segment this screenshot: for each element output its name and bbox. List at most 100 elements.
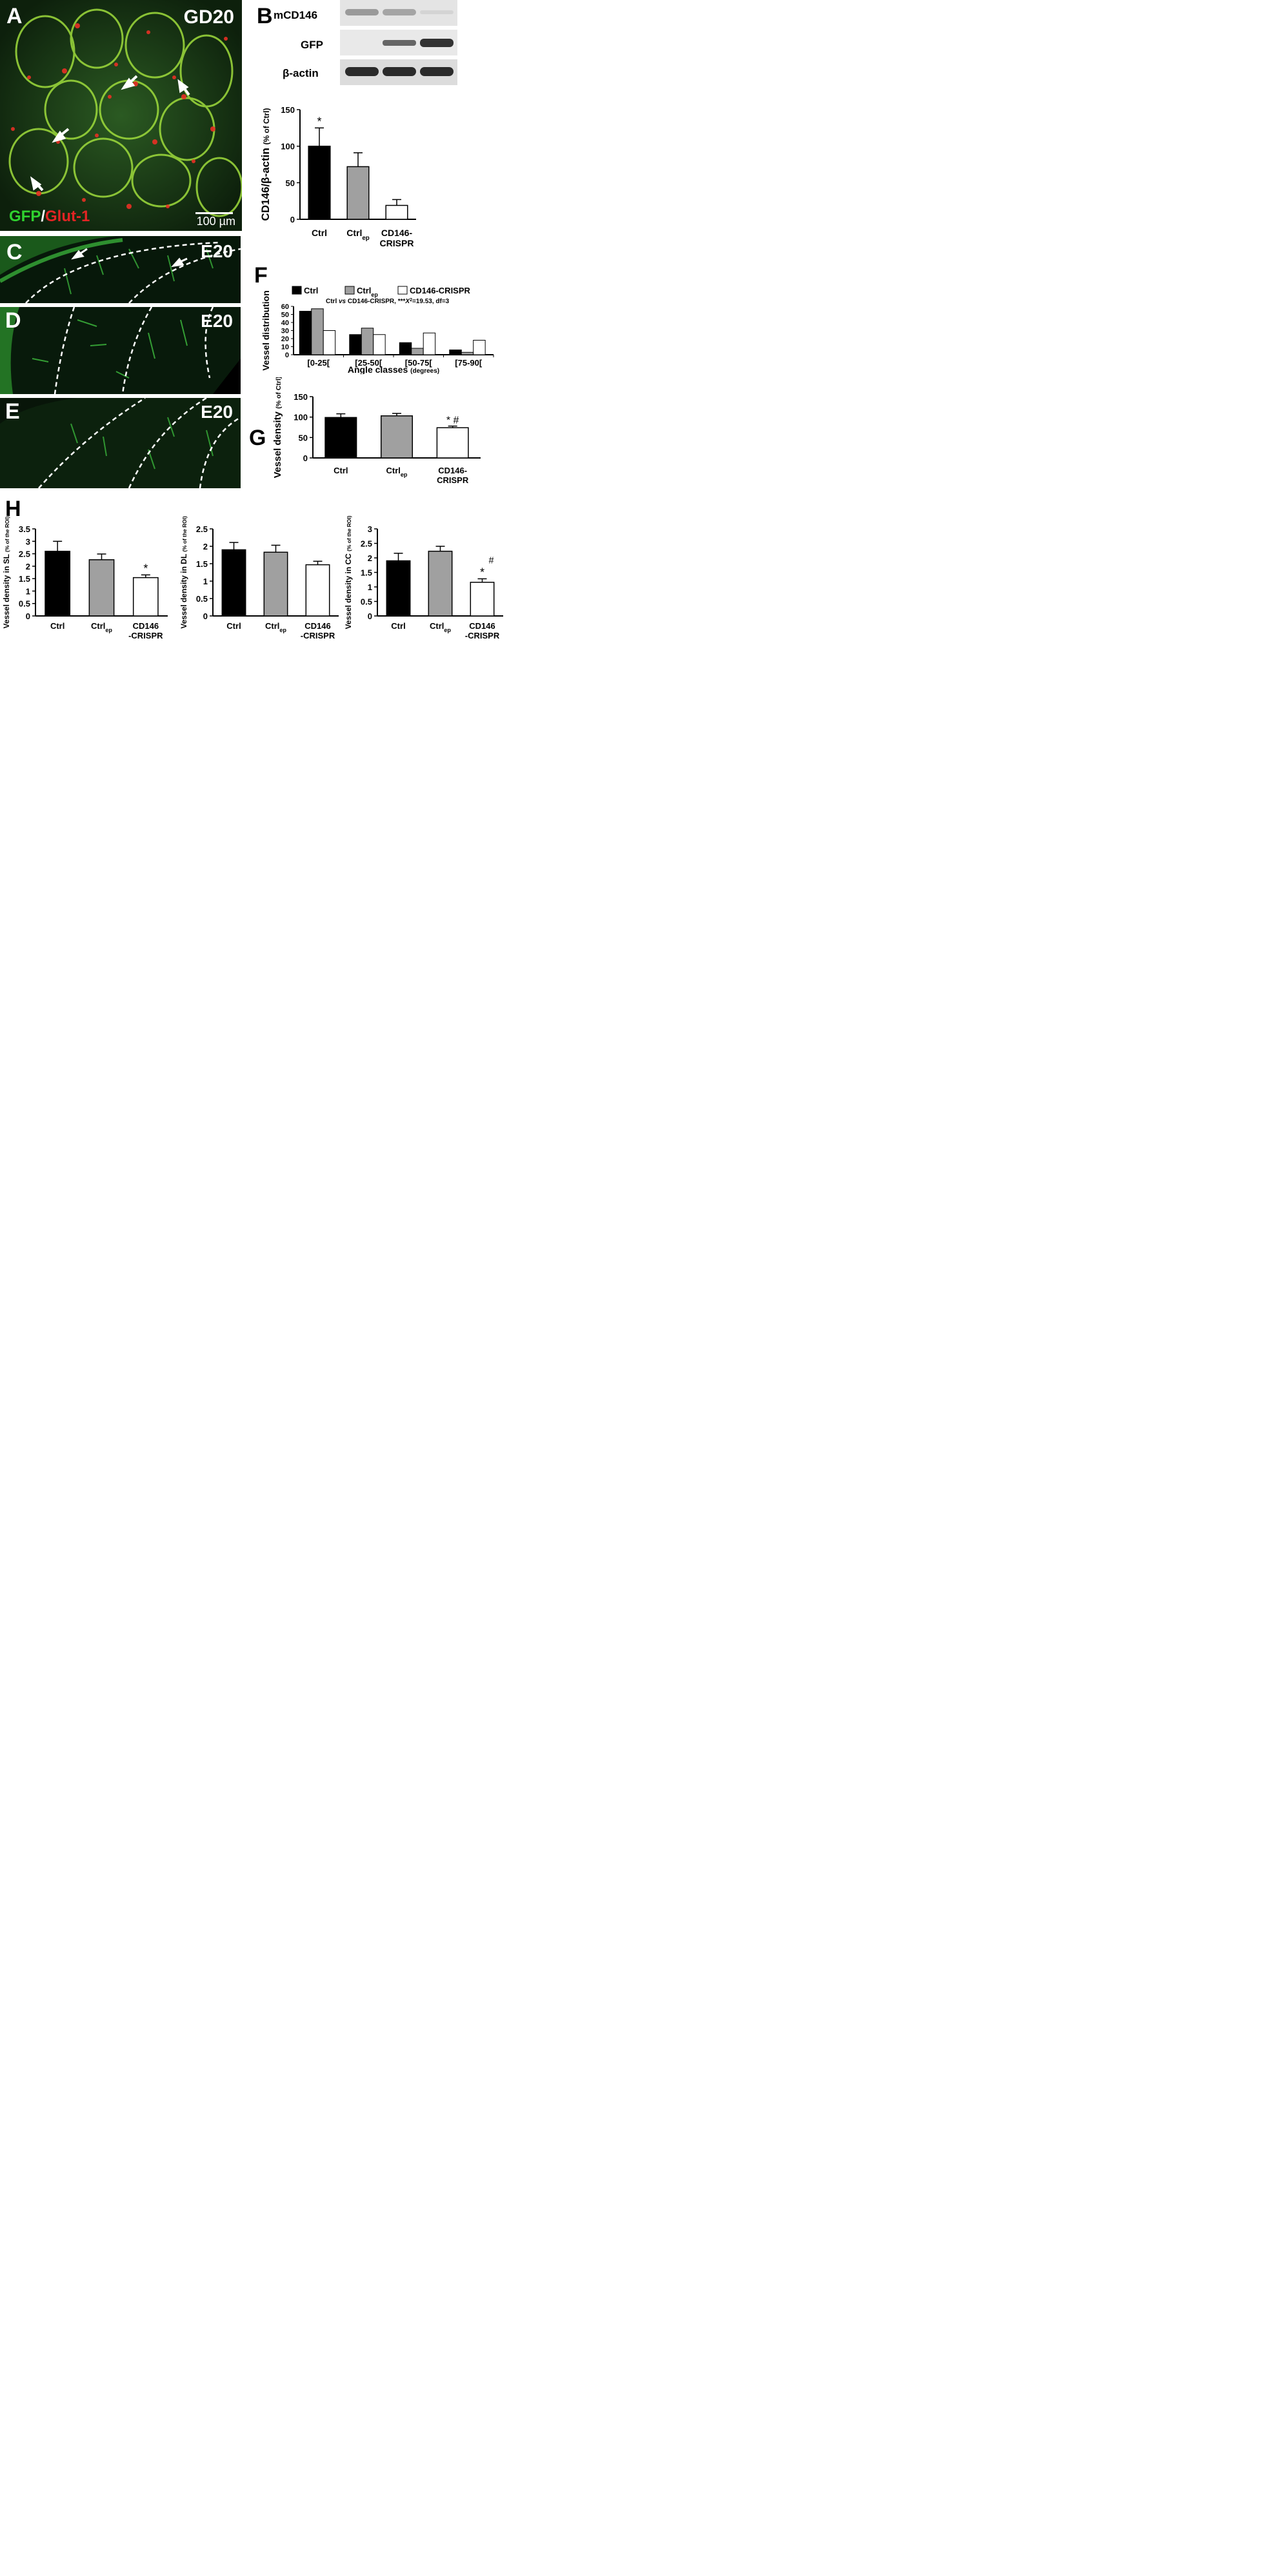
panel-c-micrograph (0, 236, 241, 303)
bar-3-2 (473, 340, 486, 355)
category-label-0: Ctrl (391, 621, 405, 631)
band-mcd146-1 (345, 9, 379, 15)
y-tick-label: 20 (281, 335, 289, 343)
chart-h3: 0 0.5 1 1.5 2 2.5 3 Ctrl Ctrlep * # CD146 -CRISPR Ves… (342, 516, 510, 645)
panel-g-letter: G (249, 426, 266, 450)
bar-0 (386, 560, 411, 617)
y-tick-label: 40 (281, 319, 289, 327)
legend-swatch-ctrl-ep (344, 286, 355, 295)
y-axis-label: Vessel density in DL (% of the ROI) (179, 516, 188, 629)
x-tick-label: [0-25[ (307, 358, 330, 368)
category-label-2: CD146- (381, 228, 413, 238)
panel-d-letter: D (5, 308, 21, 333)
bar-2 (385, 204, 408, 220)
category-label-0: Ctrl (226, 621, 241, 631)
category-label-1: Ctrlep (430, 621, 451, 633)
panel-a-scalebar (195, 212, 233, 214)
y-tick-label: 50 (286, 178, 295, 188)
chart-g: 0 50 100 150 Ctrl Ctrlep * # CD146- CRISPR Vessel… (255, 377, 500, 490)
y-tick-label: 2 (368, 553, 372, 563)
significance-mark-0: * (317, 115, 321, 128)
y-axis-label: Vessel density in CC (% of the ROI) (344, 516, 353, 629)
stat-annotation: Ctrl vs CD146-CRISPR, ***X2=19.53, df=3 (326, 298, 450, 306)
y-tick-label: 1.5 (361, 568, 372, 578)
bar-1-1 (361, 328, 374, 355)
category-label-1: Ctrlep (265, 621, 286, 633)
wb-label-gfp: GFP (301, 39, 323, 51)
bar-1 (428, 550, 453, 617)
category-label-0: Ctrl (50, 621, 65, 631)
category-label-2: CD146 (469, 621, 495, 631)
gfp-label: GFP (9, 208, 41, 225)
panel-f-letter: F (254, 263, 268, 288)
panel-a-image: A GD20 GFP/Glut-1 100 µm (0, 0, 242, 231)
band-mcd146-2 (383, 9, 416, 15)
category-label-line2-2: -CRISPR (465, 631, 500, 640)
bar-1 (263, 551, 288, 617)
y-tick-label: 2.5 (361, 539, 372, 549)
band-mcd146-3 (420, 10, 454, 14)
y-tick-label: 0 (285, 352, 289, 359)
y-tick-label: 100 (294, 413, 308, 422)
bar-0-2 (323, 330, 336, 355)
bar-0 (45, 550, 71, 617)
category-label-line2-2: CRISPR (437, 475, 469, 485)
panel-c-letter: C (6, 240, 23, 264)
y-tick-label: 0 (303, 453, 308, 463)
y-tick-label: 2 (203, 542, 208, 551)
panel-e-stage: E20 (201, 402, 233, 422)
y-tick-label: 1 (368, 582, 372, 592)
stain-separator: / (41, 208, 46, 225)
significance-mark-2: * (480, 566, 484, 579)
y-tick-label: 0 (26, 611, 30, 621)
panel-a-letter: A (6, 4, 23, 28)
y-tick-label: 150 (281, 105, 295, 115)
panel-d-micrograph (0, 307, 241, 394)
bar-2 (132, 577, 159, 617)
panel-e-letter: E (5, 399, 20, 424)
bar-1 (380, 415, 414, 459)
bar-3-1 (461, 352, 474, 355)
category-label-line2-2: -CRISPR (128, 631, 163, 640)
legend-swatch-ctrl (292, 286, 302, 295)
y-axis-label: CD146/β-actin (% of Ctrl) (259, 108, 272, 221)
x-tick-label: [25-50[ (355, 358, 383, 368)
panel-h-letter: H (5, 497, 21, 521)
y-axis-label: Vessel density in SL (% of the ROI) (2, 516, 11, 628)
y-tick-label: 1 (26, 586, 30, 596)
band-gfp-2 (383, 40, 416, 46)
y-tick-label: 0.5 (361, 597, 372, 607)
y-tick-label: 1.5 (196, 559, 208, 569)
x-tick-label: [50-75[ (405, 358, 433, 368)
x-tick-label: [75-90[ (455, 358, 483, 368)
category-label-2: CD146 (304, 621, 330, 631)
wb-label-actin: β-actin (283, 67, 319, 79)
panel-c-stage: E20 (201, 241, 233, 261)
legend-label-ctrl: Ctrl (304, 286, 318, 295)
band-actin-3 (420, 67, 454, 76)
y-tick-label: 0 (203, 611, 208, 621)
bar-3-0 (449, 350, 462, 355)
bar-0-0 (299, 311, 312, 355)
chart-b: 0 50 100 150 * Ctrl Ctrlep CD146- CRISPR CD146/β-… (255, 97, 429, 264)
category-label-2: CD146- (438, 466, 467, 475)
bar-1-2 (373, 334, 386, 355)
panel-b-letter: B (257, 4, 273, 28)
bar-1-0 (349, 334, 362, 355)
category-label-0: Ctrl (312, 228, 327, 238)
y-tick-label: 50 (281, 312, 289, 319)
bar-0-1 (311, 308, 324, 355)
bar-2 (305, 564, 330, 617)
legend-label-ctrl-ep: Ctrlep (357, 286, 378, 298)
chart-h1: 0 0.5 1 1.5 2 2.5 3 3.5 Ctrl Ctrlep * CD146 -CRISPR V… (0, 516, 174, 645)
category-label-2: CD146 (133, 621, 159, 631)
bar-1 (88, 559, 115, 617)
y-tick-label: 0 (368, 611, 372, 621)
bar-2-1 (411, 348, 424, 355)
y-tick-label: 3 (26, 537, 30, 546)
panel-d-stage: E20 (201, 311, 233, 331)
significance-mark2-2: # (488, 555, 494, 566)
y-axis-label: Vessel density (% of Ctrl) (272, 377, 283, 478)
y-tick-label: 60 (281, 303, 289, 311)
category-label-line2-2: -CRISPR (301, 631, 335, 640)
